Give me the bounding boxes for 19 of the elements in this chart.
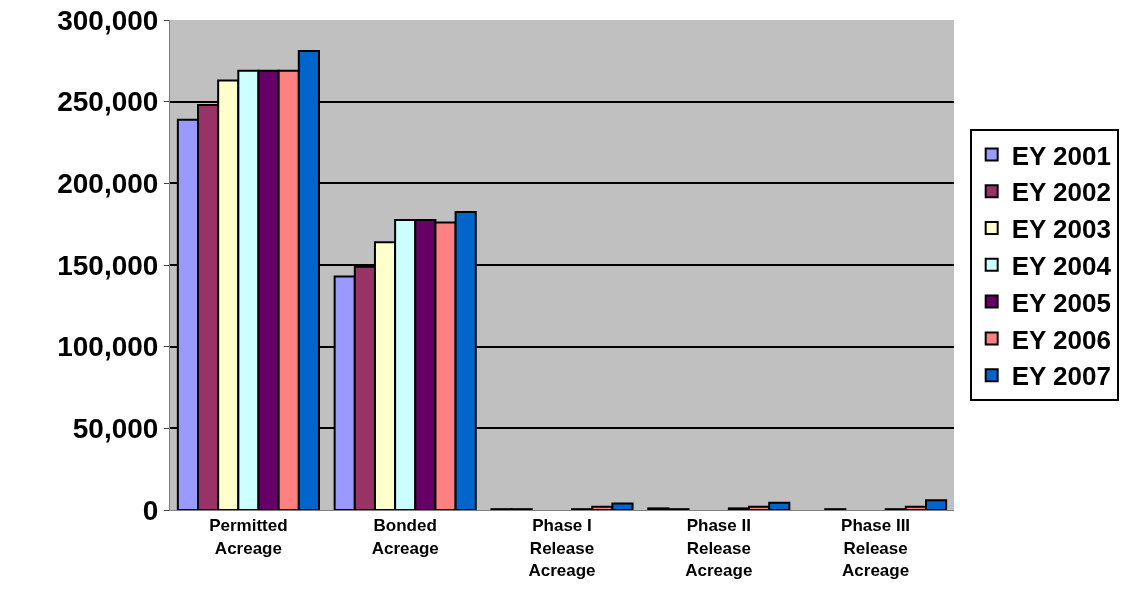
y-tick-label: 300,000 — [57, 4, 159, 36]
x-tick-label: Permitted Acreage — [209, 516, 288, 558]
x-tick-label: Phase I Release Acreage — [528, 516, 596, 580]
x-tick-label: Bonded Acreage — [371, 516, 439, 558]
y-tick-label: 150,000 — [57, 249, 159, 281]
y-tick-label: 100,000 — [57, 331, 159, 363]
legend-label: EY 2001 — [1011, 140, 1111, 171]
legend-label: EY 2003 — [1011, 214, 1111, 245]
x-tick-label: Phase II Release Acreage — [685, 516, 753, 580]
legend-label: EY 2005 — [1011, 287, 1111, 318]
legend-label: EY 2007 — [1011, 361, 1111, 392]
y-tick-label: 0 — [142, 494, 159, 526]
legend-label: EY 2002 — [1011, 177, 1111, 208]
legend-label: EY 2006 — [1011, 324, 1111, 355]
y-tick-label: 200,000 — [57, 168, 159, 200]
x-tick-label: Phase III Release Acreage — [841, 516, 911, 580]
y-tick-label: 250,000 — [57, 86, 159, 118]
legend-label: EY 2004 — [1011, 250, 1112, 281]
y-tick-label: 50,000 — [72, 413, 159, 445]
